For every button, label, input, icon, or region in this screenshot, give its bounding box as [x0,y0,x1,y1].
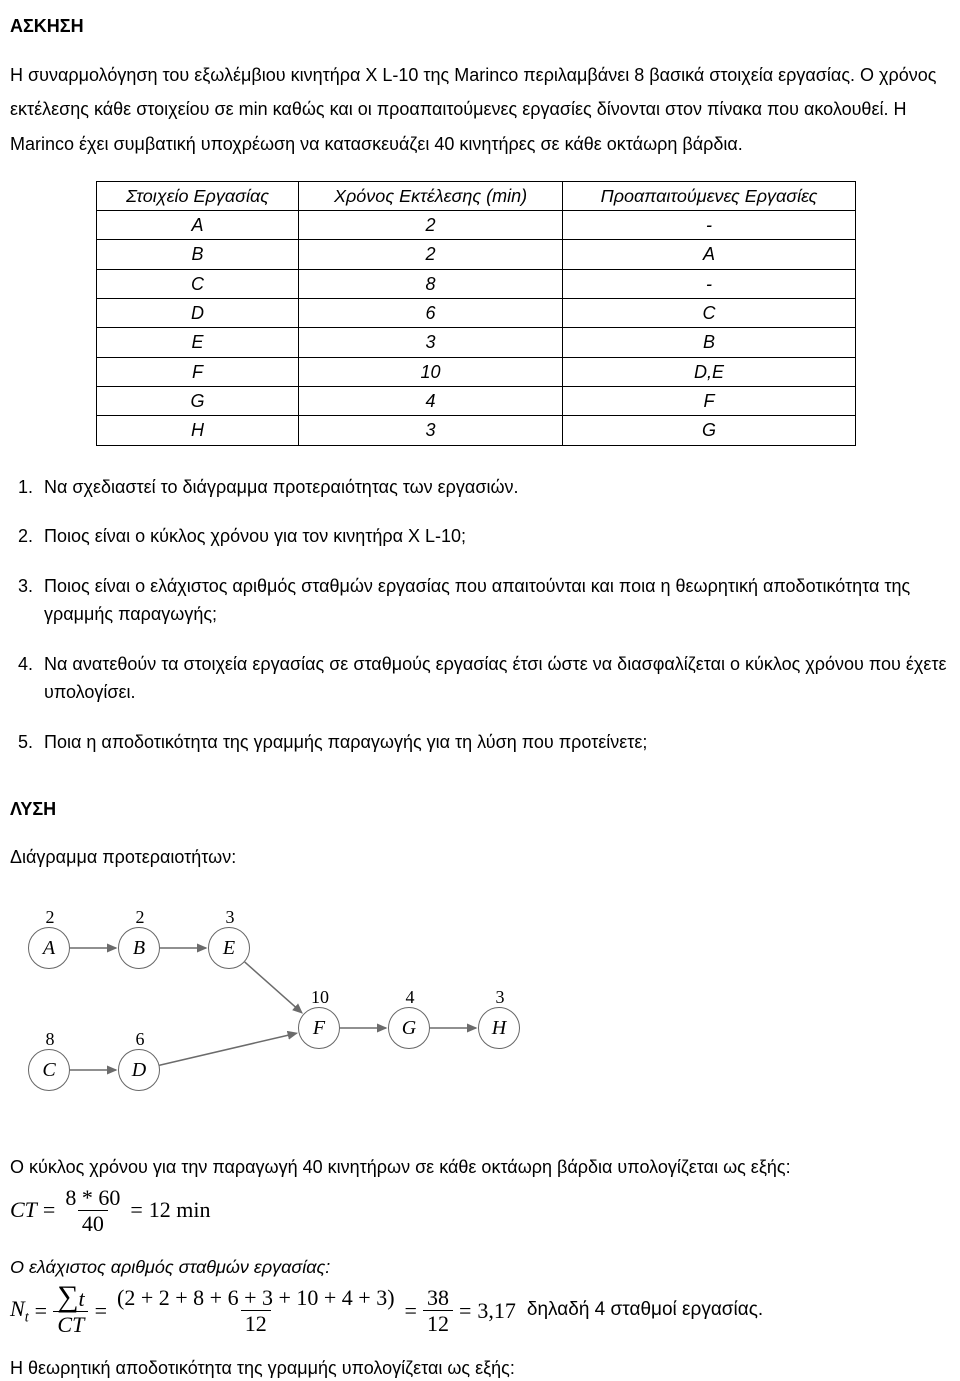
table-cell: 3 [299,328,563,357]
table-cell: G [97,386,299,415]
table-cell: B [97,240,299,269]
table-cell: F [563,386,856,415]
table-cell: - [563,211,856,240]
node-circle: C [28,1049,70,1091]
cycle-time-caption: Ο κύκλος χρόνου για την παραγωγή 40 κινη… [10,1155,960,1179]
precedence-diagram: 2A2B3E8C6D10F4G3H [10,889,570,1119]
diagram-node-f: 10F [298,1007,340,1049]
diagram-node-h: 3H [478,1007,520,1049]
nt-sum-num: t [78,1286,84,1311]
table-cell: - [563,269,856,298]
table-row: D6C [97,299,856,328]
nt-simple-den: 12 [423,1310,453,1335]
list-item: Να σχεδιαστεί το διάγραμμα προτεραιότητα… [38,474,960,502]
col-header-time: Χρόνος Εκτέλεσης (min) [299,181,563,210]
nt-result: 3,17 [477,1296,516,1326]
table-cell: D,E [563,357,856,386]
efficiency-caption: Η θεωρητική αποδοτικότητα της γραμμής υπ… [10,1356,960,1380]
table-row: B2A [97,240,856,269]
table-cell: A [563,240,856,269]
col-header-prereq: Προαπαιτούμενες Εργασίες [563,181,856,210]
table-cell: E [97,328,299,357]
diagram-edge [245,962,302,1013]
ct-numerator: 8 * 60 [61,1186,124,1210]
cycle-time-equation: CT = 8 * 60 40 = 12 min [10,1186,960,1235]
node-time-label: 2 [118,905,162,929]
table-row: A2- [97,211,856,240]
node-circle: G [388,1007,430,1049]
node-time-label: 4 [388,985,432,1009]
table-row: F10D,E [97,357,856,386]
nt-sum-den: CT [53,1311,88,1336]
node-circle: F [298,1007,340,1049]
table-cell: H [97,416,299,445]
min-stations-equation: Nt = ∑t CT = (2 + 2 + 8 + 6 + 3 + 10 + 4… [10,1285,960,1336]
list-item: Να ανατεθούν τα στοιχεία εργασίας σε στα… [38,651,960,707]
nt-trail: δηλαδή 4 σταθμοί εργασίας. [527,1299,763,1320]
ct-result: 12 min [149,1195,211,1225]
min-stations-caption: Ο ελάχιστος αριθμός σταθμών εργασίας: [10,1255,960,1279]
table-row: C8- [97,269,856,298]
table-cell: 3 [299,416,563,445]
node-circle: A [28,927,70,969]
table-cell: 8 [299,269,563,298]
nt-lhs-sub: t [25,1309,29,1325]
node-time-label: 3 [478,985,522,1009]
list-item: Ποιος είναι ο κύκλος χρόνου για τον κινη… [38,523,960,551]
col-header-element: Στοιχείο Εργασίας [97,181,299,210]
diagram-node-b: 2B [118,927,160,969]
list-item: Ποια η αποδοτικότητα της γραμμής παραγωγ… [38,729,960,757]
table-row: E3B [97,328,856,357]
diagram-node-g: 4G [388,1007,430,1049]
questions-list: Να σχεδιαστεί το διάγραμμα προτεραιότητα… [38,474,960,757]
diagram-node-c: 8C [28,1049,70,1091]
nt-expr-den: 12 [241,1310,271,1335]
table-cell: C [97,269,299,298]
node-time-label: 3 [208,905,252,929]
diagram-node-a: 2A [28,927,70,969]
table-cell: 4 [299,386,563,415]
table-cell: C [563,299,856,328]
node-time-label: 8 [28,1027,72,1051]
table-row: G4F [97,386,856,415]
table-cell: A [97,211,299,240]
table-cell: 6 [299,299,563,328]
diagram-caption: Διάγραμμα προτεραιοτήτων: [10,845,960,869]
nt-expr-num: 2 + 2 + 8 + 6 + 3 + 10 + 4 + 3 [124,1285,387,1310]
nt-simple-num: 38 [423,1286,453,1310]
table-cell: F [97,357,299,386]
node-time-label: 6 [118,1027,162,1051]
node-circle: H [478,1007,520,1049]
node-time-label: 2 [28,905,72,929]
node-circle: D [118,1049,160,1091]
table-cell: 10 [299,357,563,386]
diagram-node-d: 6D [118,1049,160,1091]
intro-paragraph: Η συναρμολόγηση του εξωλέμβιου κινητήρα … [10,58,950,161]
diagram-node-e: 3E [208,927,250,969]
node-circle: B [118,927,160,969]
ct-lhs: CT [10,1195,37,1225]
diagram-edge [159,1034,296,1066]
nt-lhs: N [10,1296,25,1321]
solution-heading: ΛΥΣΗ [10,797,960,821]
work-elements-table: Στοιχείο Εργασίας Χρόνος Εκτέλεσης (min)… [96,181,856,446]
table-cell: D [97,299,299,328]
list-item: Ποιος είναι ο ελάχιστος αριθμός σταθμών … [38,573,960,629]
node-circle: E [208,927,250,969]
page-title: ΑΣΚΗΣΗ [10,14,960,38]
node-time-label: 10 [298,985,342,1009]
table-cell: 2 [299,211,563,240]
table-cell: G [563,416,856,445]
table-cell: 2 [299,240,563,269]
table-cell: B [563,328,856,357]
table-row: H3G [97,416,856,445]
ct-denominator: 40 [78,1210,108,1235]
